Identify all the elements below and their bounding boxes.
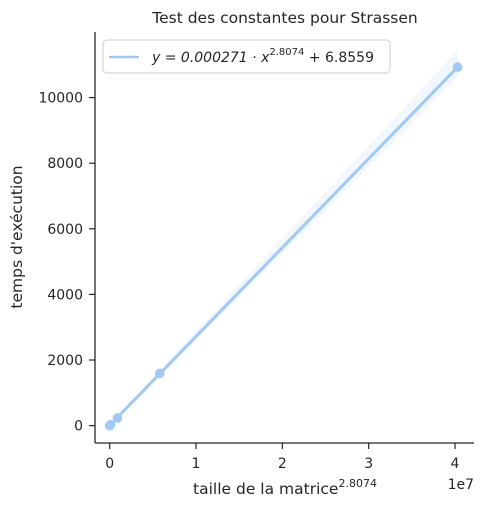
x-tick-label: 0 [105,456,114,472]
y-ticks: 0 2000 4000 6000 8000 10000 [38,91,95,435]
confidence-band-area [109,50,458,427]
data-point [112,413,123,423]
y-tick-label: 8000 [47,156,83,172]
data-point [105,419,116,430]
x-tick-label: 1 [192,456,201,472]
legend-label-exponent: 2.8074 [269,47,304,58]
x-scale-label: 1e7 [448,477,474,493]
y-tick-label: 2000 [47,353,83,369]
y-axis-title: temps d'exécution [8,165,26,308]
legend: y = 0.000271 · x2.8074 + 6.8559 [102,39,391,74]
y-tick-label: 0 [74,419,83,435]
x-tick-label: 2 [278,456,287,472]
data-points [104,62,463,431]
fit-line-layer [108,65,460,427]
legend-label-suffix: + 6.8559 [304,50,374,66]
x-axis-title-base: taille de la matrice [193,480,338,498]
confidence-band [109,50,458,427]
y-tick-label: 4000 [47,287,83,303]
x-tick-label: 4 [451,456,460,472]
y-tick-label: 6000 [47,222,83,238]
y-tick-label: 10000 [38,91,83,107]
legend-label-prefix: y = 0.000271 · x [151,50,270,66]
legend-frame [102,39,391,74]
x-ticks: 0 1 2 3 4 [105,443,460,472]
data-point [154,368,165,379]
chart-title: Test des constantes pour Strassen [151,9,418,27]
fit-line [108,65,460,427]
data-point [452,62,463,72]
x-axis-title: taille de la matrice2.8074 [193,477,377,498]
x-axis-title-exponent: 2.8074 [338,477,377,490]
legend-label: y = 0.000271 · x2.8074 + 6.8559 [151,47,374,66]
x-tick-label: 3 [364,456,373,472]
